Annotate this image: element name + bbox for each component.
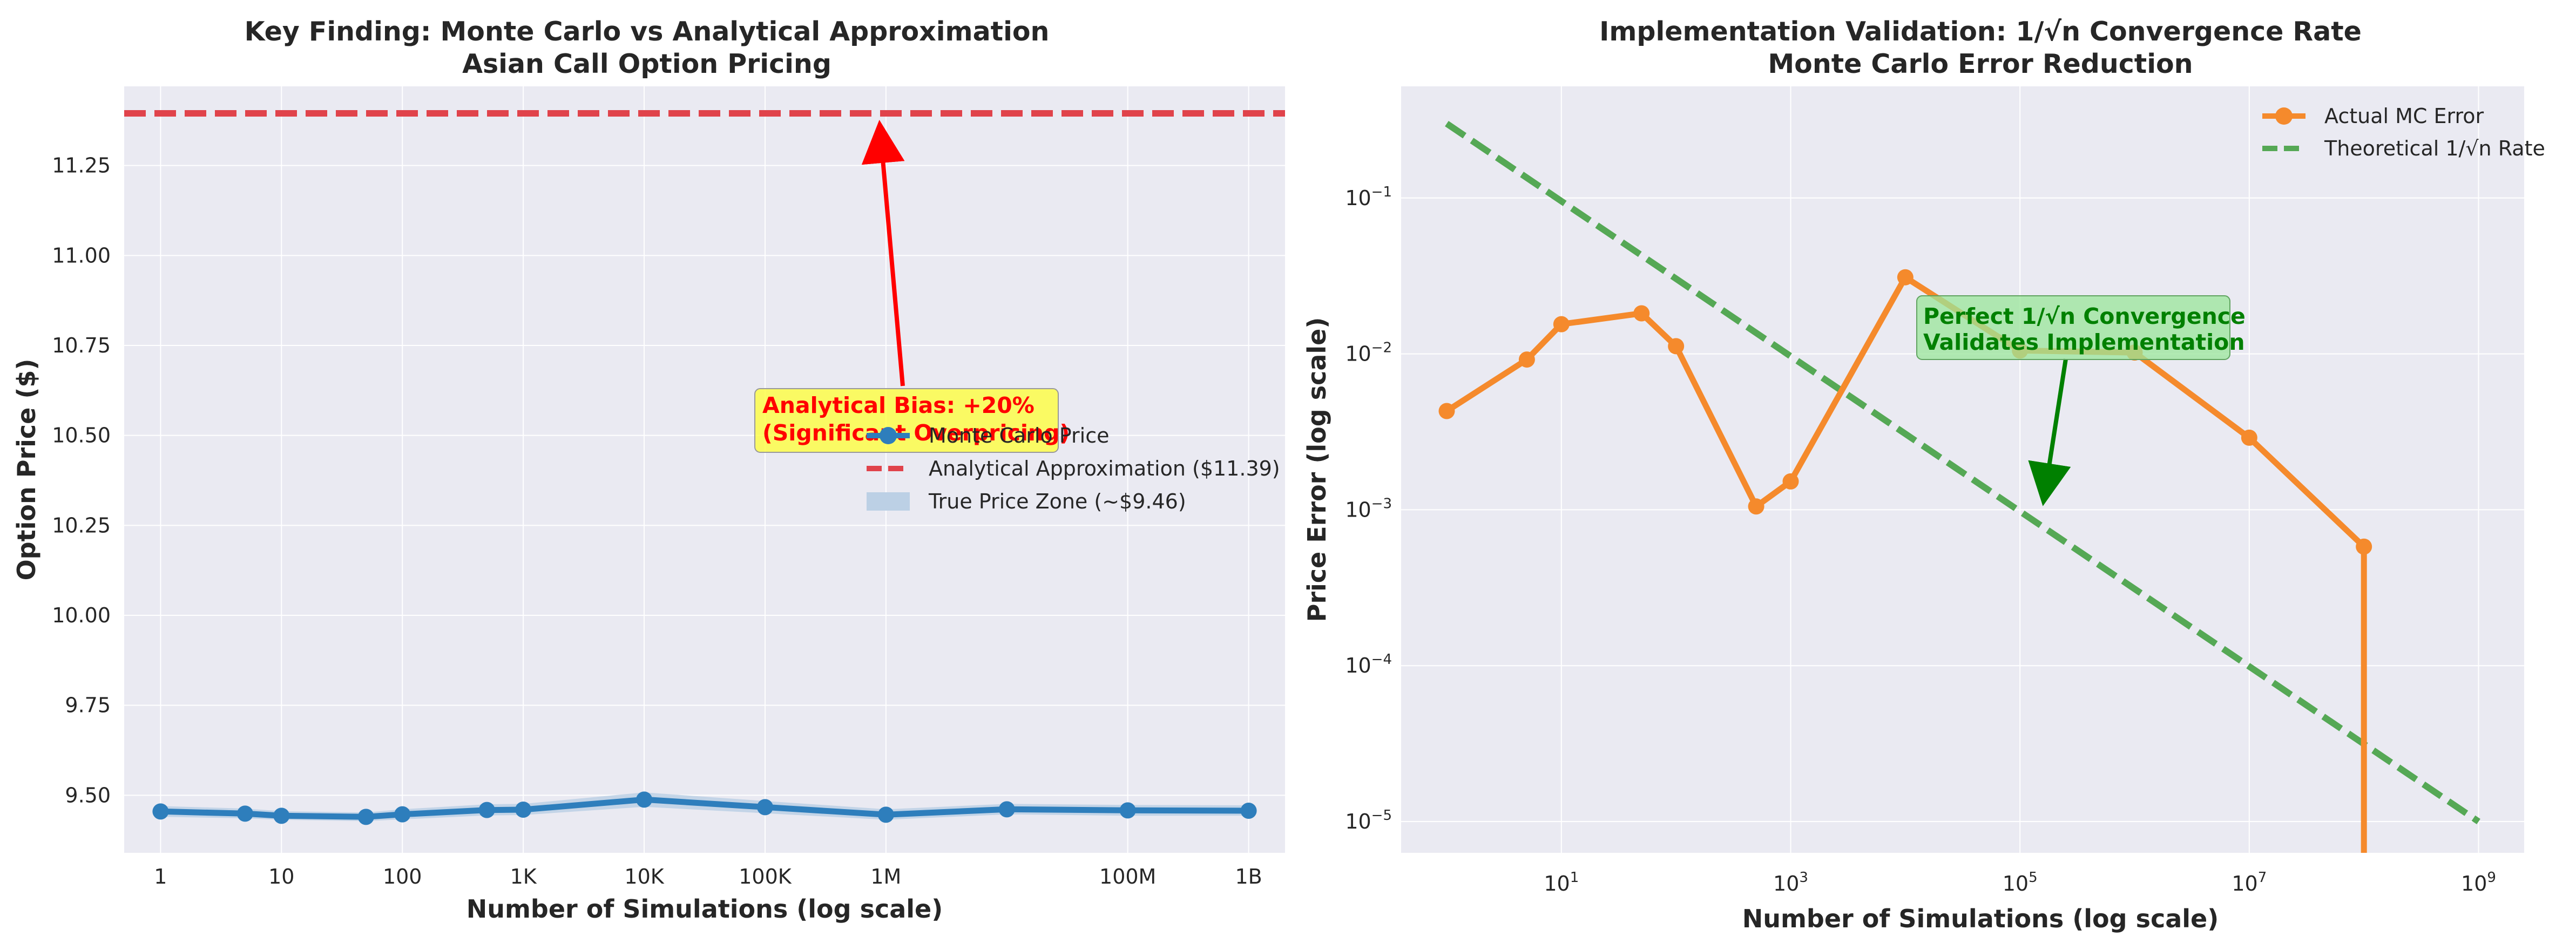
right-y-tick-1: 10−4 bbox=[1345, 652, 1392, 677]
right-mc-point-5 bbox=[1748, 498, 1764, 515]
left-mc-point-0 bbox=[152, 803, 169, 820]
left-y-tick-6: 11.00 bbox=[52, 243, 111, 267]
right-y-tick-3: 10−2 bbox=[1345, 340, 1392, 366]
left-legend: Monte Carlo Price Analytical Approximati… bbox=[867, 424, 1280, 513]
left-legend-analytical-label: Analytical Approximation ($11.39) bbox=[929, 457, 1280, 480]
left-mc-point-11 bbox=[1119, 802, 1136, 819]
left-x-ticks: 1 10 100 1K 10K 100K 1M 100M 1B bbox=[154, 865, 1262, 888]
left-x-tick-8: 1B bbox=[1235, 865, 1262, 888]
right-y-axis-label: Price Error (log scale) bbox=[1302, 317, 1331, 622]
right-y-tick-0: 10−5 bbox=[1345, 808, 1392, 833]
left-mc-point-12 bbox=[1240, 803, 1257, 819]
left-y-axis-label: Option Price ($) bbox=[12, 359, 41, 581]
left-annotation-arrow bbox=[861, 120, 905, 386]
right-legend-theory-label: Theoretical 1/√n Rate bbox=[2324, 137, 2545, 160]
right-legend: Actual MC Error Theoretical 1/√n Rate bbox=[2262, 104, 2545, 160]
left-annotation-line-1: Analytical Bias: +20% bbox=[762, 392, 1035, 418]
left-legend-mc-marker bbox=[880, 427, 897, 444]
right-x-ticks: 101 103 105 107 109 bbox=[1544, 870, 2496, 895]
left-mc-point-4 bbox=[394, 806, 411, 823]
right-mc-point-7 bbox=[1897, 269, 1914, 286]
right-annotation-box bbox=[1916, 295, 2230, 360]
left-mc-point-1 bbox=[236, 805, 253, 822]
right-legend-mc-marker bbox=[2275, 107, 2293, 125]
right-x-tick-3: 107 bbox=[2232, 870, 2267, 895]
left-annotation-box bbox=[754, 388, 1059, 453]
left-annotation-line-2: (Significant Overpricing) bbox=[762, 420, 1070, 446]
left-mc-point-5 bbox=[478, 802, 495, 818]
left-y-ticks: 9.50 9.75 10.00 10.25 10.50 10.75 11.00 11.25 bbox=[52, 154, 111, 808]
right-y-ticks: 10−5 10−4 10−3 10−2 10−1 bbox=[1345, 184, 1392, 833]
right-mc-point-3 bbox=[1633, 305, 1650, 322]
left-y-tick-0: 9.50 bbox=[65, 783, 111, 807]
left-legend-mc-label: Monte Carlo Price bbox=[929, 424, 1110, 447]
left-y-tick-1: 9.75 bbox=[65, 694, 111, 717]
left-legend-zone-label: True Price Zone (~$9.46) bbox=[928, 490, 1186, 513]
left-x-tick-4: 10K bbox=[624, 865, 664, 888]
left-mc-point-9 bbox=[877, 806, 894, 823]
right-mc-point-2 bbox=[1553, 316, 1570, 332]
left-chart-title: Key Finding: Monte Carlo vs Analytical A… bbox=[245, 16, 1050, 47]
left-x-tick-7: 100M bbox=[1099, 865, 1156, 888]
right-chart-title: Implementation Validation: 1/√n Converge… bbox=[1599, 16, 2362, 47]
left-x-tick-5: 100K bbox=[739, 865, 792, 888]
right-mc-error-series bbox=[1438, 269, 2372, 853]
left-x-tick-6: 1M bbox=[870, 865, 901, 888]
left-chart: Key Finding: Monte Carlo vs Analytical A… bbox=[12, 16, 1285, 924]
left-x-tick-0: 1 bbox=[154, 865, 167, 888]
left-x-tick-2: 100 bbox=[383, 865, 422, 888]
right-theoretical-line bbox=[1445, 121, 2480, 825]
left-y-tick-3: 10.25 bbox=[52, 513, 111, 537]
left-mc-point-10 bbox=[998, 801, 1015, 818]
right-annotation-arrow bbox=[2028, 358, 2071, 506]
right-mc-point-4 bbox=[1668, 338, 1685, 355]
left-x-axis-label: Number of Simulations (log scale) bbox=[466, 894, 943, 924]
left-mc-point-8 bbox=[756, 799, 773, 816]
left-y-tick-5: 10.75 bbox=[52, 334, 111, 357]
left-mc-point-6 bbox=[515, 802, 532, 818]
left-plot-area bbox=[124, 86, 1285, 853]
right-x-tick-0: 101 bbox=[1544, 870, 1579, 895]
right-x-tick-2: 105 bbox=[2003, 870, 2038, 895]
left-x-tick-1: 10 bbox=[268, 865, 294, 888]
left-chart-subtitle: Asian Call Option Pricing bbox=[462, 49, 831, 79]
left-x-tick-3: 1K bbox=[510, 865, 537, 888]
right-mc-point-6 bbox=[1782, 473, 1799, 490]
right-mc-point-0 bbox=[1438, 403, 1455, 419]
right-annotation-line-1: Perfect 1/√n Convergence bbox=[1923, 303, 2246, 329]
left-y-tick-4: 10.50 bbox=[52, 424, 111, 447]
right-mc-point-10 bbox=[2241, 429, 2257, 446]
right-theory-dashed-line bbox=[1445, 121, 2480, 825]
right-chart: Implementation Validation: 1/√n Converge… bbox=[1302, 16, 2545, 933]
right-y-tick-2: 10−3 bbox=[1345, 496, 1392, 521]
left-mc-point-7 bbox=[636, 791, 653, 808]
right-x-tick-4: 109 bbox=[2461, 870, 2496, 895]
right-chart-subtitle: Monte Carlo Error Reduction bbox=[1768, 49, 2193, 79]
right-legend-mc-label: Actual MC Error bbox=[2324, 104, 2484, 128]
left-mc-point-2 bbox=[273, 808, 290, 824]
right-x-axis-label: Number of Simulations (log scale) bbox=[1742, 904, 2219, 933]
right-grid bbox=[1401, 86, 2524, 853]
left-legend-zone-swatch bbox=[867, 492, 910, 511]
left-y-tick-2: 10.00 bbox=[52, 603, 111, 627]
left-y-tick-7: 11.25 bbox=[52, 154, 111, 178]
right-mc-point-1 bbox=[1518, 351, 1535, 368]
right-annotation-line-2: Validates Implementation bbox=[1923, 329, 2245, 355]
left-grid bbox=[124, 86, 1285, 853]
right-y-tick-4: 10−1 bbox=[1345, 184, 1392, 210]
right-x-tick-1: 103 bbox=[1773, 870, 1808, 895]
left-mc-series bbox=[152, 791, 1257, 825]
left-mc-point-3 bbox=[357, 809, 374, 825]
right-mc-point-11 bbox=[2356, 538, 2372, 555]
